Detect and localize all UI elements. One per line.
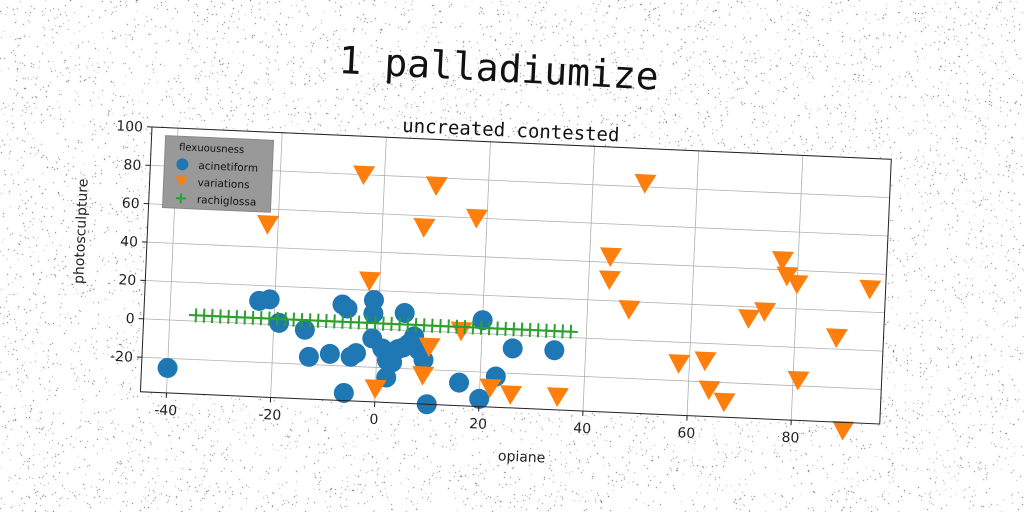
y-tick-label: 20 — [118, 272, 137, 289]
x-tick-label: 0 — [369, 412, 379, 428]
y-tick-label: 60 — [121, 196, 140, 213]
x-tick-label: -20 — [258, 407, 282, 424]
triangle-down-marker — [832, 421, 855, 441]
x-axis-label: opiane — [498, 448, 546, 466]
x-tick-label: 20 — [469, 416, 488, 433]
y-axis-label: photosculpture — [71, 178, 92, 284]
x-tick-label: -40 — [154, 402, 178, 419]
x-tick-label: 40 — [573, 421, 592, 438]
x-tick-label: 80 — [781, 430, 800, 447]
y-tick-label: 100 — [116, 118, 143, 135]
y-tick-label: 40 — [120, 234, 139, 251]
y-tick-label: 0 — [125, 311, 135, 327]
y-tick-label: -20 — [110, 349, 134, 366]
y-tick-label: 80 — [123, 157, 142, 174]
legend-entry-label: variations — [197, 177, 249, 191]
x-tick-label: 60 — [677, 425, 696, 442]
legend: flexuousness acinetiformvariationsrachig… — [162, 136, 273, 213]
